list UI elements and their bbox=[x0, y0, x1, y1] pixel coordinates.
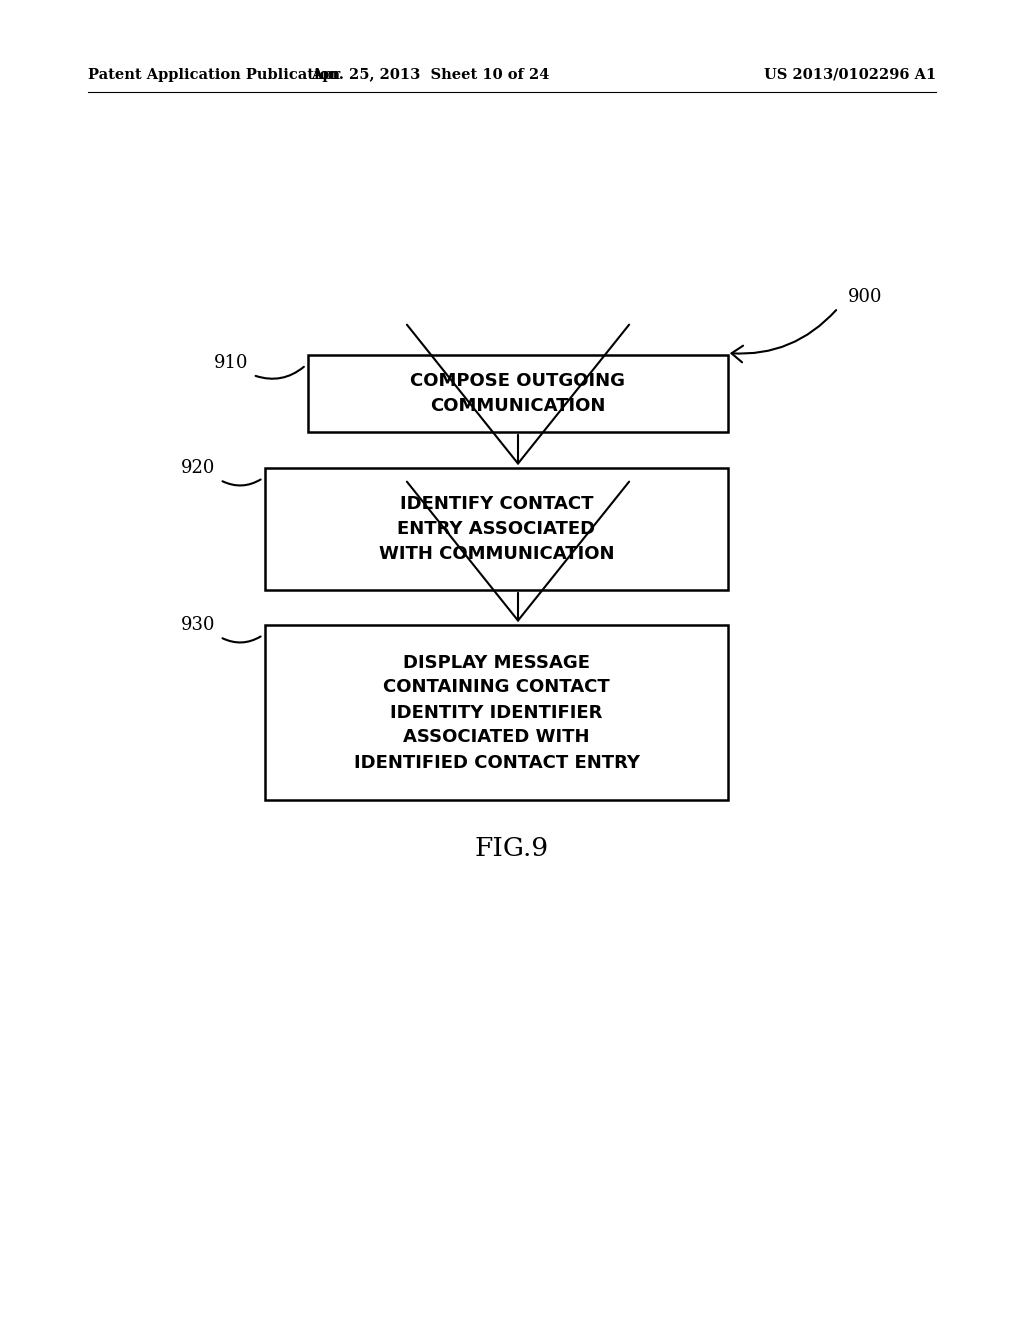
Text: FIG.9: FIG.9 bbox=[475, 836, 549, 861]
FancyArrowPatch shape bbox=[222, 636, 261, 643]
Text: IDENTIFY CONTACT
ENTRY ASSOCIATED
WITH COMMUNICATION: IDENTIFY CONTACT ENTRY ASSOCIATED WITH C… bbox=[379, 495, 614, 564]
FancyArrowPatch shape bbox=[222, 479, 261, 486]
Text: Apr. 25, 2013  Sheet 10 of 24: Apr. 25, 2013 Sheet 10 of 24 bbox=[311, 69, 549, 82]
Text: US 2013/0102296 A1: US 2013/0102296 A1 bbox=[764, 69, 936, 82]
Bar bbox=[308, 355, 728, 432]
FancyArrowPatch shape bbox=[731, 310, 837, 362]
Text: COMPOSE OUTGOING
COMMUNICATION: COMPOSE OUTGOING COMMUNICATION bbox=[411, 372, 626, 414]
Text: 920: 920 bbox=[180, 459, 215, 477]
Text: 910: 910 bbox=[213, 354, 248, 372]
Bar bbox=[265, 469, 728, 590]
Text: 930: 930 bbox=[180, 616, 215, 634]
Text: DISPLAY MESSAGE
CONTAINING CONTACT
IDENTITY IDENTIFIER
ASSOCIATED WITH
IDENTIFIE: DISPLAY MESSAGE CONTAINING CONTACT IDENT… bbox=[353, 653, 640, 771]
Text: 900: 900 bbox=[848, 288, 883, 306]
Text: Patent Application Publication: Patent Application Publication bbox=[88, 69, 340, 82]
FancyArrowPatch shape bbox=[256, 367, 304, 379]
Bar bbox=[265, 624, 728, 800]
